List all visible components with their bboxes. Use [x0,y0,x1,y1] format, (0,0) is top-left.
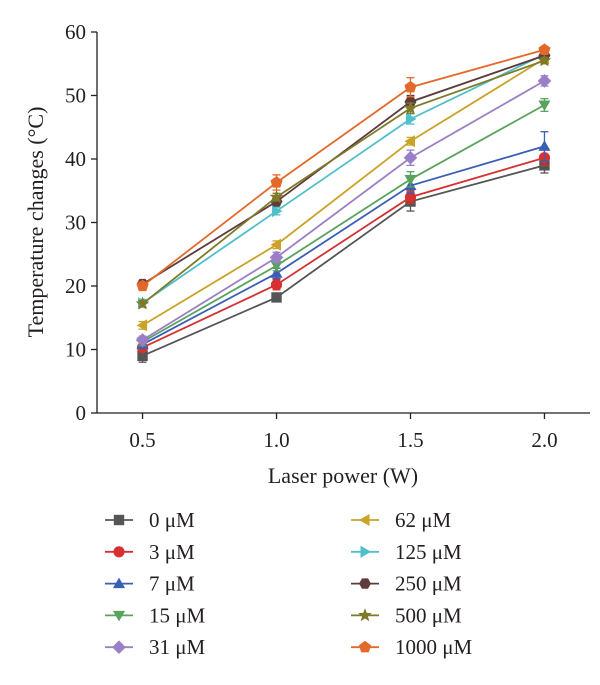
y-tick-label: 50 [65,84,86,108]
y-tick-label: 30 [65,211,86,235]
legend-label: 250 μM [395,572,462,596]
data-point [537,53,552,67]
y-tick-label: 40 [65,147,86,171]
data-point [403,101,418,115]
legend-marker [358,608,372,622]
data-point [404,80,417,93]
legend-label: 500 μM [395,603,462,627]
data-point [405,112,417,126]
data-point [135,296,150,310]
y-axis: 0 10 20 30 40 50 60 [65,20,98,425]
data-point [538,140,551,151]
series-line [142,104,545,343]
y-tick-label: 60 [65,20,86,44]
legend: 0 μM 3 μM 7 μM 15 μM 31 μM 62 μM 125 μM 250 μM 5… [105,508,473,659]
series-line [142,80,545,341]
data-point [403,150,418,165]
legend-label: 125 μM [395,540,462,564]
data-point [137,350,148,362]
legend-label: 15 μM [149,603,206,627]
x-axis: 0.5 1.0 1.5 2.0 [97,412,590,452]
series-1 [137,157,550,363]
data-point [269,189,284,203]
data-point [270,176,283,188]
series-line [142,145,545,346]
legend-item: 1000 μM [351,635,473,659]
legend-label: 3 μM [149,540,195,564]
series-line [142,53,545,304]
series-line [141,59,545,305]
legend-item: 250 μM [351,572,462,596]
data-point [538,43,551,55]
data-point [272,205,283,218]
legend-label: 1000 μM [395,635,473,659]
x-tick-label: 1.0 [263,428,289,452]
x-tick-label: 2.0 [531,428,557,452]
series-6 [136,52,549,332]
data-point [404,135,415,148]
legend-item: 500 μM [351,603,462,627]
series-8 [136,50,551,290]
legend-item: 62 μM [351,508,452,532]
legend-item: 31 μM [105,635,206,659]
legend-item: 125 μM [351,540,462,564]
legend-label: 7 μM [149,572,195,596]
series-9 [135,53,552,310]
series-line [142,156,545,349]
data-point [404,191,417,203]
data-point [270,261,283,272]
legend-item: 3 μM [105,540,195,564]
data-point [271,292,282,303]
legend-marker [359,513,370,527]
y-axis-title: Temperature changes (°C) [23,107,48,338]
legend-marker [360,545,371,558]
series-7 [138,48,551,310]
legend-marker [112,577,126,589]
x-axis-title: Laser power (W) [268,463,418,488]
data-point [270,238,282,251]
data-point [269,250,284,265]
legend-marker [113,546,125,558]
y-tick-label: 0 [76,401,87,425]
series-line [142,164,545,357]
data-point [270,267,283,278]
y-tick-label: 10 [65,338,86,362]
legend-label: 0 μM [149,508,195,532]
series-4 [136,98,551,348]
series-10 [136,43,551,292]
legend-marker [359,578,371,589]
legend-item: 0 μM [105,508,195,532]
legend-label: 62 μM [395,508,452,532]
x-tick-label: 0.5 [129,428,155,452]
legend-label: 31 μM [149,635,206,659]
legend-item: 15 μM [105,603,206,627]
data-point [136,279,149,292]
legend-marker [358,640,372,653]
series-layer [135,43,552,363]
data-point [538,100,551,112]
series-line [141,48,545,287]
legend-marker [112,640,126,654]
data-point [404,174,417,186]
legend-item: 7 μM [105,572,195,596]
legend-marker [112,610,126,622]
legend-marker [113,514,125,526]
y-tick-label: 20 [65,274,86,298]
x-tick-label: 1.5 [397,428,423,452]
data-point [537,74,552,88]
data-point [136,319,148,332]
series-line [142,57,545,327]
data-point [135,333,150,347]
data-point [270,279,283,291]
series-5 [135,74,552,347]
